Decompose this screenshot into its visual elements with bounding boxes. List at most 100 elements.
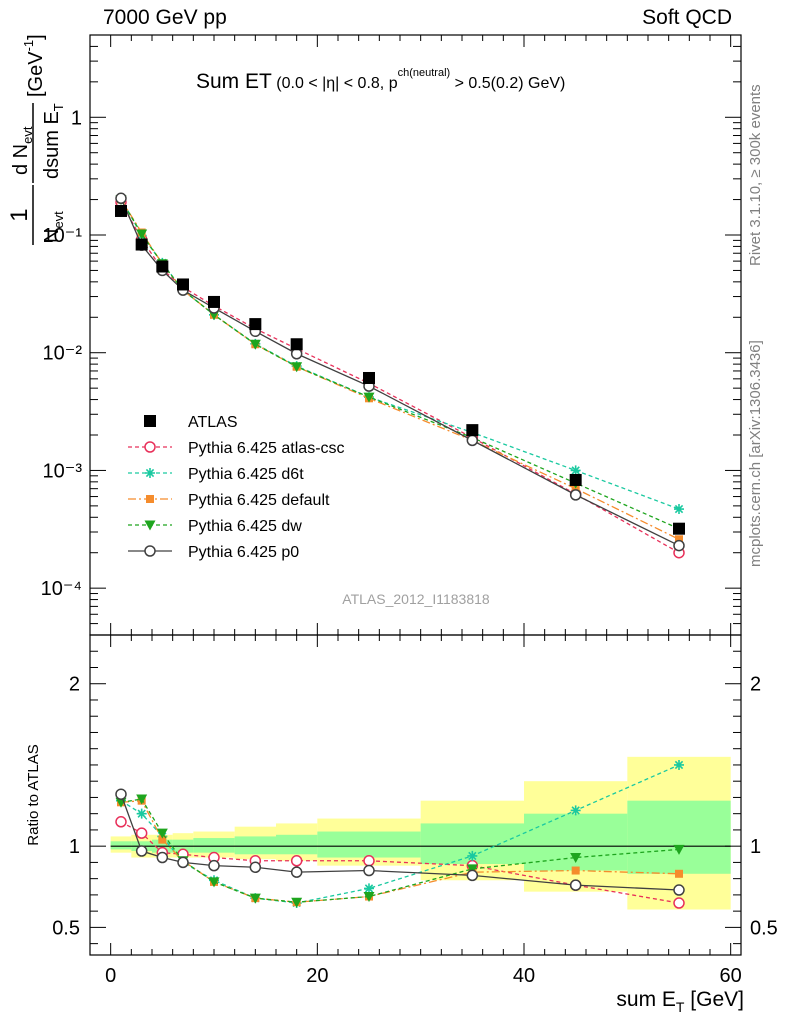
data-point (156, 851, 169, 864)
series-line (120, 197, 680, 510)
data-point (675, 869, 683, 878)
y-label-dsum: dsum ET (41, 103, 66, 179)
data-point (290, 855, 303, 867)
data-point (158, 835, 167, 844)
data-point (673, 522, 685, 535)
data-point (466, 864, 478, 875)
data-point (673, 884, 685, 896)
data-point (144, 545, 156, 557)
x-axis-label: sum ET [GeV] (616, 988, 744, 1015)
data-point (674, 759, 684, 770)
series-line (120, 199, 680, 530)
y-tick-label: 2 (69, 674, 80, 696)
uncertainty-band-green (627, 800, 731, 874)
data-point (571, 484, 580, 493)
y-tick-label: 10⁻³ (43, 460, 83, 482)
data-point (570, 805, 581, 816)
data-point (363, 864, 375, 877)
main-panel: 10⁻⁴ 10⁻³ 10⁻² 10⁻¹ 1 ATLAS Pythia 6.425 atlas… (6, 34, 742, 636)
ratio-line (120, 821, 680, 904)
data-point (673, 539, 685, 552)
data-point (249, 318, 262, 331)
data-point (144, 520, 156, 531)
process-label: Soft QCD (642, 6, 732, 29)
uncertainty-band-green (317, 831, 421, 858)
data-point (177, 856, 189, 869)
data-point (177, 278, 189, 291)
legend-label: Pythia 6.425 d6t (188, 466, 304, 483)
y-label-denominator: Nevt (41, 211, 66, 243)
ratio-y-label: Ratio to ATLAS (25, 744, 42, 845)
uncertainty-band-green (110, 841, 132, 850)
data-point (135, 238, 148, 251)
data-point (571, 866, 580, 875)
data-point (115, 192, 127, 205)
data-point (156, 828, 168, 839)
data-point (569, 473, 582, 486)
data-point (363, 392, 375, 403)
y-tick-label: 1 (71, 107, 82, 129)
data-point (467, 850, 478, 861)
data-point (363, 892, 375, 903)
data-point (249, 861, 262, 874)
data-point (136, 808, 147, 819)
data-point (673, 844, 685, 855)
data-point (135, 827, 148, 839)
x-tick-label: 40 (513, 965, 535, 987)
y-tick-label-right: 0.5 (750, 917, 778, 939)
x-tick-label: 0 (105, 965, 116, 987)
data-point (363, 855, 375, 867)
data-point (675, 535, 683, 544)
data-point (569, 879, 582, 891)
y-label-unit: [GeV-1] (21, 34, 47, 97)
data-point (570, 853, 582, 864)
y-tick-label: 0.5 (52, 917, 80, 939)
data-point (136, 229, 148, 240)
data-point (115, 816, 127, 828)
series-line (120, 199, 680, 540)
data-point (569, 489, 582, 501)
uncertainty-band-green (276, 834, 318, 855)
data-point (674, 504, 684, 515)
data-point (144, 415, 156, 427)
data-point (570, 465, 581, 476)
energy-label: 7000 GeV pp (103, 6, 227, 29)
y-tick-label: 1 (69, 836, 80, 858)
data-point (290, 338, 303, 351)
data-point (156, 260, 169, 273)
y-label-numerator: 1 (6, 208, 33, 221)
data-point (466, 424, 479, 437)
data-point (115, 204, 127, 217)
data-point (145, 468, 155, 478)
y-tick-label-right: 1 (750, 836, 761, 858)
data-point (290, 866, 303, 878)
legend-label: Pythia 6.425 atlas-csc (188, 440, 345, 457)
y-tick-label: 10⁻⁴ (41, 578, 82, 600)
data-point (466, 869, 479, 882)
data-point (115, 788, 127, 800)
data-point (364, 883, 374, 894)
data-point (673, 897, 685, 909)
data-point (249, 339, 261, 350)
analysis-id: ATLAS_2012_I1183818 (342, 591, 490, 607)
data-point (208, 877, 220, 888)
ratio-frame (89, 634, 742, 956)
uncertainty-band-green (234, 836, 276, 855)
x-tick-label: 60 (720, 965, 742, 987)
y-axis-label: 1 Nevt d Nevt dsum ET [GeV-1] (6, 34, 66, 245)
data-point (144, 441, 156, 453)
data-point (291, 362, 303, 373)
legend-label: Pythia 6.425 p0 (188, 544, 299, 561)
data-point (136, 794, 148, 805)
y-label-dN: d Nevt (10, 126, 35, 175)
ratio-panel: 0 20 40 60 0.5 0.5 1 1 2 2 Ratio to ATLAS sum ET [G… (25, 634, 778, 1015)
data-point (208, 295, 220, 308)
data-point (249, 893, 261, 904)
legend-label: Pythia 6.425 default (188, 492, 330, 509)
data-point (291, 897, 303, 908)
data-point (466, 434, 479, 447)
data-point (363, 371, 375, 384)
data-point (135, 845, 148, 857)
y-tick-label: 10⁻¹ (43, 225, 83, 247)
